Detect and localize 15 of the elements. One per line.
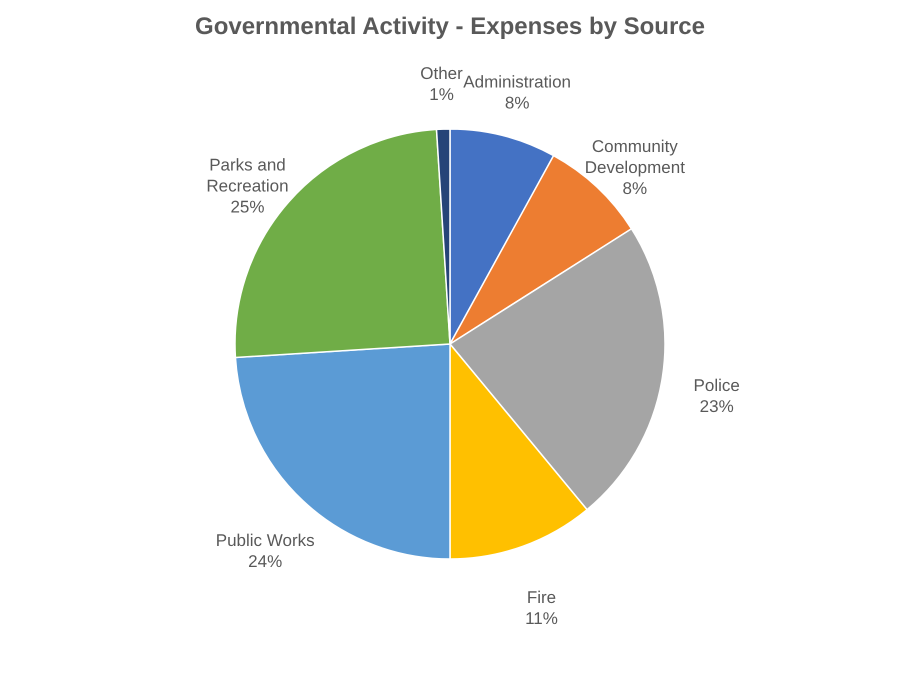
data-label: 23% (700, 397, 734, 416)
data-label: 25% (230, 197, 264, 216)
slice-label: Police (694, 376, 740, 396)
slice-label: Parks and Recreation (206, 155, 289, 196)
data-label: 11% (525, 609, 558, 628)
slice-label: Administration (463, 72, 572, 92)
data-label: 8% (504, 93, 530, 112)
slice-label: Fire (526, 588, 556, 608)
chart-title: Governmental Activity - Expenses by Source (195, 13, 705, 40)
slice-label: Community Development (584, 137, 686, 178)
slice-label: Public Works (216, 530, 315, 550)
data-label: 8% (622, 179, 648, 198)
data-label: 24% (248, 552, 282, 571)
data-label: 1% (429, 85, 454, 104)
slice-label: Other (420, 64, 464, 84)
